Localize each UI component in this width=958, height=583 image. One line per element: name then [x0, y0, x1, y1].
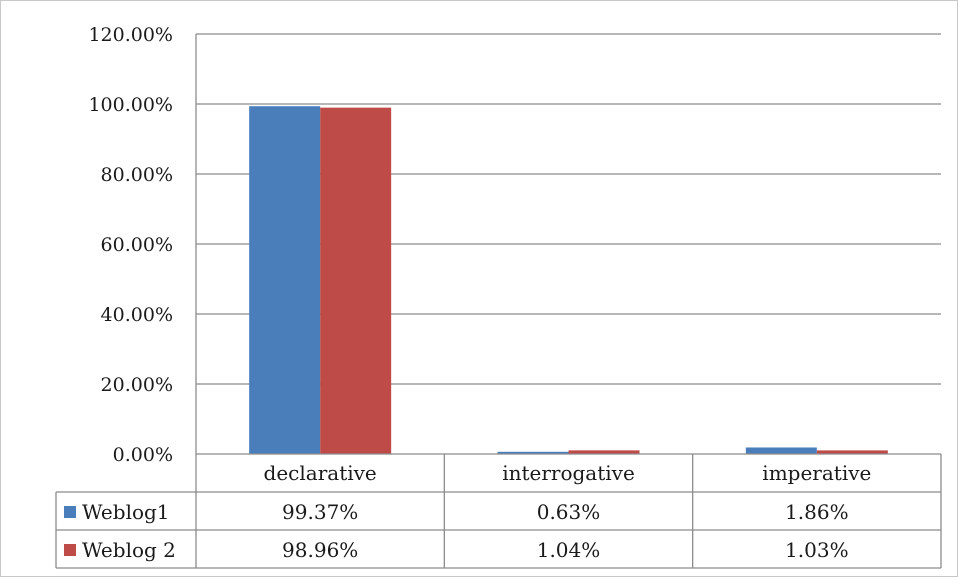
category-label: interrogative	[502, 461, 635, 485]
bar-weblog1-imperative	[745, 447, 817, 454]
legend-swatch	[64, 544, 76, 556]
y-tick-label: 60.00%	[101, 234, 173, 256]
data-label: 99.37%	[282, 500, 358, 524]
data-label: 98.96%	[282, 538, 358, 562]
data-label: 1.86%	[785, 500, 849, 524]
bar-weblog-2-imperative	[816, 450, 888, 454]
legend-swatch	[64, 506, 76, 518]
category-label: declarative	[264, 461, 377, 485]
y-tick-label: 0.00%	[113, 444, 173, 466]
legend-label: Weblog 2	[82, 538, 176, 562]
legend-label: Weblog1	[82, 500, 170, 524]
data-table: declarative interrogative imperative Weblog…	[55, 453, 942, 569]
y-tick-label: 120.00%	[88, 24, 173, 46]
data-label: 1.04%	[537, 538, 601, 562]
data-label: 0.63%	[537, 500, 601, 524]
y-axis-tick-labels: 0.00% 20.00% 40.00% 60.00% 80.00% 100.00% 120.…	[88, 24, 173, 466]
y-tick-label: 40.00%	[101, 304, 173, 326]
y-tick-label: 100.00%	[88, 94, 173, 116]
bar-weblog1-interrogative	[497, 451, 569, 454]
y-tick-label: 80.00%	[101, 164, 173, 186]
y-tick-label: 20.00%	[101, 374, 173, 396]
category-label: imperative	[762, 461, 871, 485]
data-label: 1.03%	[785, 538, 849, 562]
bar-weblog1-declarative	[249, 106, 321, 454]
bars	[249, 106, 888, 454]
bar-weblog-2-declarative	[320, 107, 392, 454]
bar-weblog-2-interrogative	[568, 450, 640, 454]
